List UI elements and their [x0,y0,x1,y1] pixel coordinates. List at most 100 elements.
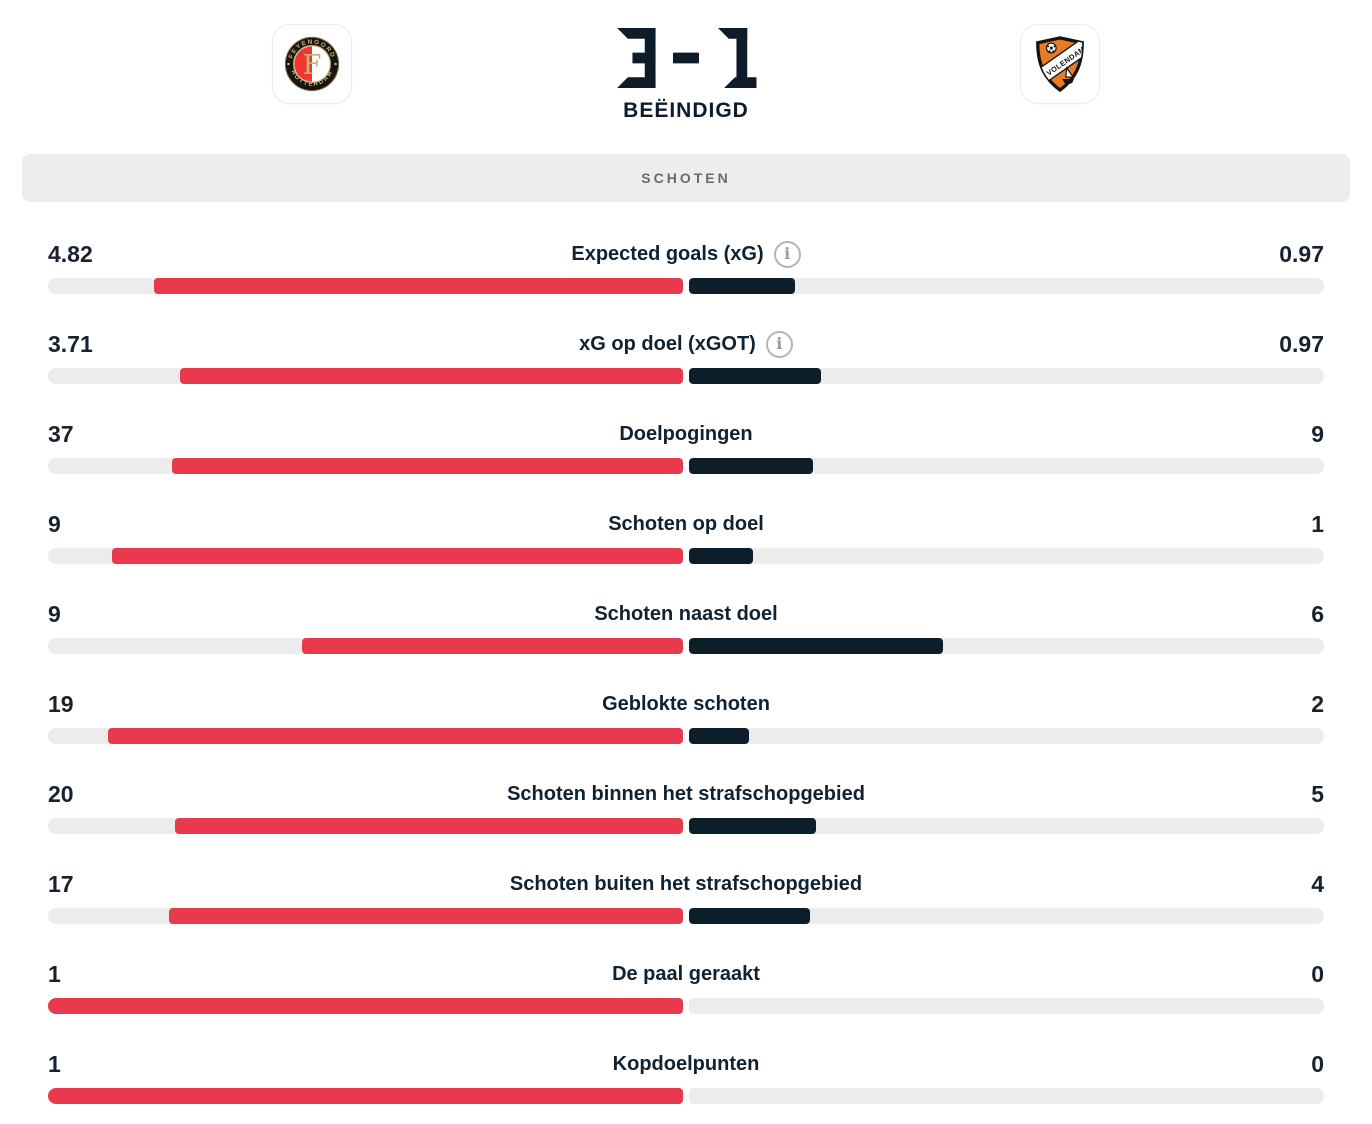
stat-label: De paal geraakt [612,962,760,985]
away-bar-track [689,1088,1324,1104]
stat-bars [48,458,1324,474]
info-icon[interactable]: i [765,330,793,358]
stat-label: Schoten buiten het strafschopgebied [509,872,863,895]
stat-bars [48,278,1324,294]
away-bar-track [689,998,1324,1014]
home-bar-track [48,998,683,1014]
away-value: 0.97 [1279,330,1324,357]
away-bar-track [689,368,1324,384]
section-title: SCHOTEN [641,170,731,186]
home-bar-fill [302,638,683,654]
home-bar-fill [48,998,683,1014]
away-bar-fill [689,728,750,744]
home-bar-track [48,458,683,474]
home-bar-fill [108,728,683,744]
home-bar-track [48,908,683,924]
home-bar-fill [168,908,683,924]
away-bar-track [689,458,1324,474]
away-bar-fill [689,278,796,294]
stat-row: 20 Schoten binnen het strafschopgebied 5 [48,780,1324,834]
stat-bars [48,728,1324,744]
feyenoord-logo-icon: FEYENOORD ROTTERDAM F [284,36,340,92]
away-bar-fill [689,458,814,474]
away-bar-track [689,548,1324,564]
home-bar-track [48,278,683,294]
home-value: 9 [48,600,61,627]
away-bar-fill [689,638,943,654]
stat-row: 17 Schoten buiten het strafschopgebied 4 [48,870,1324,924]
away-bar-fill [689,548,753,564]
stat-bars [48,548,1324,564]
stat-label: Geblokte schoten [602,692,770,715]
home-value: 20 [48,780,74,807]
stat-row: 9 Schoten op doel 1 [48,510,1324,564]
home-value: 37 [48,420,74,447]
stat-label: xG op doel (xGOT) [579,332,756,355]
match-score [612,28,760,88]
stat-row: 1 De paal geraakt 0 [48,960,1324,1014]
home-value: 3.71 [48,330,93,357]
home-value: 9 [48,510,61,537]
home-team-logo-card[interactable]: FEYENOORD ROTTERDAM F [272,24,352,104]
home-value: 19 [48,690,74,717]
stat-label: Kopdoelpunten [612,1052,760,1075]
section-header-schoten: SCHOTEN [22,154,1350,202]
score-digit-home [617,28,656,88]
away-value: 1 [1311,510,1324,537]
stat-row: 1 Kopdoelpunten 0 [48,1050,1324,1104]
home-bar-fill [111,548,683,564]
svg-text:F: F [303,50,322,81]
away-bar-track [689,638,1324,654]
score-digit-away [718,28,757,88]
stat-row: 3.71 xG op doel (xGOT) i 0.97 [48,330,1324,384]
stat-label: Schoten binnen het strafschopgebied [507,782,865,805]
stat-row: 4.82 Expected goals (xG) i 0.97 [48,240,1324,294]
away-value: 4 [1311,870,1324,897]
stats-list: 4.82 Expected goals (xG) i 0.97 3.71 xG op do… [0,202,1372,1104]
home-bar-track [48,548,683,564]
home-bar-fill [179,368,683,384]
away-team-logo-card[interactable]: FC VOLENDAM [1020,24,1100,104]
volendam-boat-icon [1062,66,1075,85]
volendam-ball-icon [1045,42,1057,54]
score-dash [673,52,699,64]
stat-label: Expected goals (xG) [571,242,764,265]
home-bar-track [48,368,683,384]
away-value: 0.97 [1279,240,1324,267]
stat-row: 9 Schoten naast doel 6 [48,600,1324,654]
match-status: BEËINDIGD [623,99,749,122]
away-value: 0 [1311,1050,1324,1077]
stat-bars [48,368,1324,384]
away-bar-track [689,278,1324,294]
stat-bars [48,818,1324,834]
stat-label: Schoten naast doel [594,602,778,625]
stat-bars [48,998,1324,1014]
stat-row: 37 Doelpogingen 9 [48,420,1324,474]
home-value: 1 [48,960,61,987]
stat-bars [48,908,1324,924]
home-bar-fill [175,818,683,834]
stat-bars [48,1088,1324,1104]
away-bar-track [689,908,1324,924]
info-icon[interactable]: i [773,240,801,268]
home-bar-fill [172,458,683,474]
fc-volendam-logo-icon: FC VOLENDAM [1036,36,1084,92]
home-bar-track [48,818,683,834]
away-value: 6 [1311,600,1324,627]
away-value: 0 [1311,960,1324,987]
score-block: BEËINDIGD [352,24,1020,123]
home-bar-fill [154,278,683,294]
stat-label: Doelpogingen [619,422,753,445]
away-value: 5 [1311,780,1324,807]
away-bar-fill [689,818,816,834]
stat-row: 19 Geblokte schoten 2 [48,690,1324,744]
away-bar-fill [689,908,810,924]
away-value: 2 [1311,690,1324,717]
stat-bars [48,638,1324,654]
home-value: 1 [48,1050,61,1077]
home-bar-track [48,1088,683,1104]
away-value: 9 [1311,420,1324,447]
away-bar-track [689,818,1324,834]
stat-label: Schoten op doel [608,512,764,535]
home-value: 4.82 [48,240,93,267]
